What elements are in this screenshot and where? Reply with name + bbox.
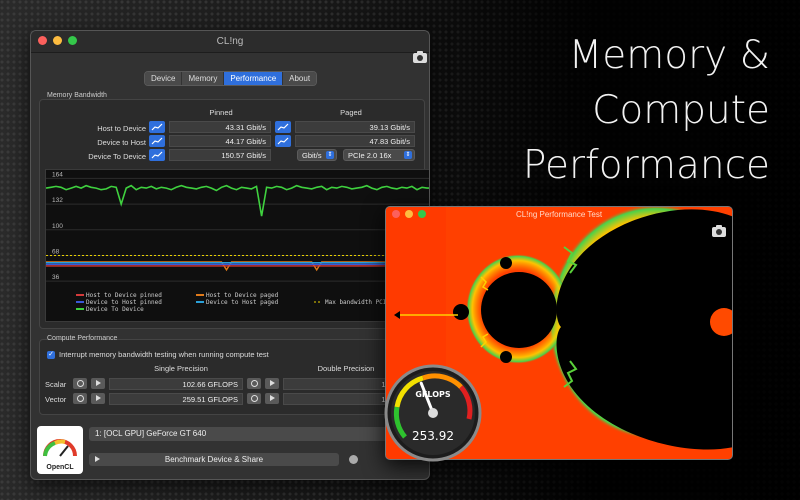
play-icon: [95, 456, 100, 462]
benchmark-button-label: Benchmark Device & Share: [164, 455, 264, 464]
scalar-label: Scalar: [45, 380, 67, 389]
zoom-button[interactable]: [68, 36, 77, 45]
tab-memory[interactable]: Memory: [182, 72, 225, 85]
host-to-device-pinned-value: 43.31 Gbit/s: [169, 121, 271, 133]
chevron-icon: ⇕: [404, 151, 412, 159]
opencl-logo: OpenCL: [37, 426, 83, 474]
tab-device[interactable]: Device: [145, 72, 183, 85]
paged-column-header: Paged: [340, 108, 362, 117]
main-window: CL!ng Device Memory Performance About Me…: [30, 30, 430, 480]
legend-entry: Device To Device: [86, 306, 144, 313]
y-tick-label: 100: [52, 223, 63, 230]
minimize-button[interactable]: [405, 210, 413, 218]
memory-bandwidth-label: Memory Bandwidth: [47, 92, 107, 99]
bus-select[interactable]: PCIe 2.0 16x ⇕: [343, 149, 415, 161]
graph-toggle-button[interactable]: [275, 121, 291, 133]
zoom-button[interactable]: [418, 210, 426, 218]
status-indicator: [349, 455, 358, 464]
y-tick-label: 164: [52, 171, 63, 178]
gflops-gauge: [384, 364, 482, 462]
device-to-device-label: Device To Device: [88, 152, 146, 161]
tab-bar: Device Memory Performance About: [144, 71, 318, 86]
unit-select[interactable]: Gbit/s ⇕: [297, 149, 337, 161]
graph-toggle-button[interactable]: [149, 121, 165, 133]
unit-select-value: Gbit/s: [302, 151, 322, 160]
scalar-single-value: 102.66 GFLOPS: [109, 378, 243, 390]
graph-toggle-button[interactable]: [149, 135, 165, 147]
camera-icon[interactable]: [413, 51, 427, 63]
headline-line-1: Memory &: [568, 33, 770, 78]
legend-entry: Device to Host paged: [206, 299, 279, 306]
window-controls: [392, 210, 426, 218]
benchmark-button[interactable]: Benchmark Device & Share: [89, 453, 339, 466]
run-button[interactable]: [91, 378, 105, 389]
window-title: CL!ng: [216, 36, 244, 47]
performance-test-window: CL!ng Performance Test: [385, 206, 733, 460]
chart-icon: [151, 137, 163, 145]
bus-select-value: PCIe 2.0 16x: [348, 151, 392, 160]
legend-entry: Device to Host pinned: [86, 299, 162, 306]
performance-window-title: CL!ng Performance Test: [515, 210, 603, 219]
series-line-device-to-device: [46, 184, 429, 217]
gauge-label: GFLOPS: [415, 390, 451, 399]
host-to-device-paged-value: 39.13 Gbit/s: [295, 121, 415, 133]
reset-button[interactable]: [73, 378, 87, 389]
title-bar: CL!ng: [31, 31, 429, 53]
close-button[interactable]: [38, 36, 47, 45]
graph-toggle-button[interactable]: [275, 135, 291, 147]
gauge-logo-icon: [43, 439, 77, 457]
chart-icon: [277, 123, 289, 131]
device-to-host-paged-value: 47.83 Gbit/s: [295, 135, 415, 147]
series-line-host-to-device-paged: [46, 261, 429, 272]
device-select-value: 1: [OCL GPU] GeForce GT 640: [95, 429, 207, 438]
reset-button[interactable]: [73, 393, 87, 404]
run-button[interactable]: [265, 393, 279, 404]
y-tick-label: 68: [52, 248, 60, 255]
close-button[interactable]: [392, 210, 400, 218]
legend-entry: Host to Device pinned: [86, 292, 162, 299]
gauge-needle: [419, 381, 435, 415]
reset-button[interactable]: [247, 378, 261, 389]
mandelbrot-render: [386, 207, 732, 459]
chart-icon: [151, 123, 163, 131]
window-controls: [38, 36, 77, 45]
interrupt-checkbox-label: Interrupt memory bandwidth testing when …: [59, 350, 269, 359]
camera-icon[interactable]: [712, 225, 726, 237]
legend-entry-threshold: Max bandwidth PCIe: [325, 299, 390, 306]
device-to-host-label: Device to Host: [97, 138, 146, 147]
chart-icon: [277, 137, 289, 145]
gauge-value: 253.92: [412, 429, 454, 443]
interrupt-checkbox[interactable]: ✓: [47, 351, 55, 359]
vector-label: Vector: [45, 395, 67, 404]
headline-line-3: Performance: [522, 143, 770, 188]
minimize-button[interactable]: [53, 36, 62, 45]
device-select[interactable]: 1: [OCL GPU] GeForce GT 640: [89, 427, 419, 441]
tab-performance[interactable]: Performance: [224, 72, 284, 85]
tab-about[interactable]: About: [283, 72, 317, 85]
chevron-icon: ⇕: [326, 151, 334, 159]
legend-entry: Host to Device paged: [206, 292, 279, 299]
compute-label: Compute Performance: [47, 335, 118, 342]
device-to-host-pinned-value: 44.17 Gbit/s: [169, 135, 271, 147]
vector-single-value: 259.51 GFLOPS: [109, 393, 243, 405]
device-to-device-pinned-value: 150.57 Gbit/s: [169, 149, 271, 161]
bandwidth-chart-svg: 164 132 100 68 36 Host to Device pinned Host t…: [46, 171, 429, 313]
bandwidth-chart: 164 132 100 68 36 Host to Device pinned Host t…: [45, 169, 429, 322]
reset-button[interactable]: [247, 393, 261, 404]
double-precision-header: Double Precision: [317, 364, 375, 373]
y-tick-label: 132: [52, 197, 63, 204]
run-button[interactable]: [265, 378, 279, 389]
host-to-device-label: Host to Device: [97, 124, 146, 133]
y-tick-label: 36: [52, 274, 60, 281]
single-precision-header: Single Precision: [154, 364, 208, 373]
chart-icon: [151, 151, 163, 159]
graph-toggle-button[interactable]: [149, 149, 165, 161]
headline-line-2: Compute: [592, 88, 770, 133]
opencl-logo-text: OpenCL: [46, 464, 74, 471]
marketing-headline: Memory & Compute Performance: [510, 28, 770, 193]
pinned-column-header: Pinned: [209, 108, 233, 117]
run-button[interactable]: [91, 393, 105, 404]
